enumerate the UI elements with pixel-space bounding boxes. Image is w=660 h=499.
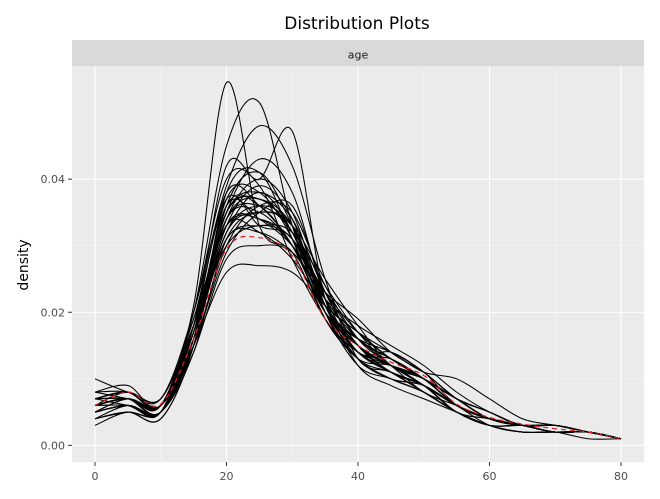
x-tick-label: 0 — [92, 470, 99, 483]
x-axis: 0 20 40 60 80 — [92, 462, 628, 483]
y-axis: 0.00 0.02 0.04 — [41, 173, 72, 452]
x-tick-label: 80 — [614, 470, 628, 483]
grid-lines — [72, 66, 644, 462]
density-line-21 — [94, 167, 622, 440]
x-tick-label: 60 — [482, 470, 496, 483]
x-tick-label: 40 — [351, 470, 365, 483]
x-tick-label: 20 — [220, 470, 234, 483]
y-tick-label: 0.04 — [41, 173, 66, 186]
facet-strip — [72, 40, 644, 66]
reference-series — [94, 235, 622, 440]
y-axis-title: density — [16, 239, 32, 290]
y-tick-label: 0.02 — [41, 306, 66, 319]
y-tick-label: 0.00 — [41, 439, 66, 452]
density-line-35 — [95, 195, 622, 440]
density-line-34 — [94, 213, 622, 440]
facet-label: age — [348, 49, 369, 62]
chart-title: Distribution Plots — [284, 14, 430, 34]
reference-density-line — [94, 235, 622, 440]
